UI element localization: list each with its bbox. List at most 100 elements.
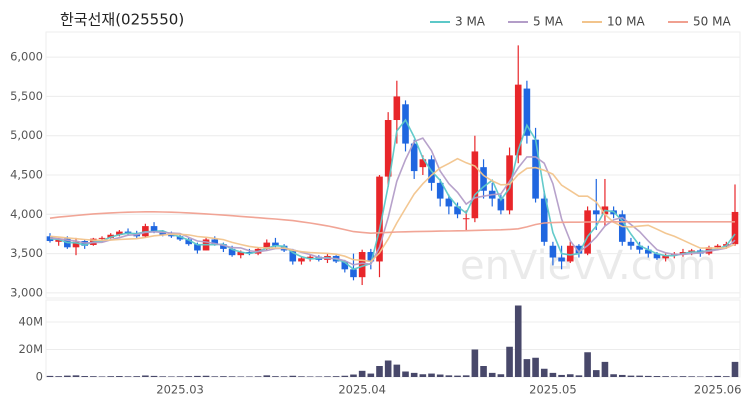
volume-bar <box>488 372 496 377</box>
volume-bar <box>697 376 704 377</box>
volume-bar <box>72 375 80 377</box>
volume-bar <box>584 352 591 377</box>
volume-bar <box>688 376 695 377</box>
candle-body <box>644 249 652 254</box>
candle-body <box>627 241 635 246</box>
candle-body <box>341 261 349 270</box>
candle-body <box>116 231 123 235</box>
volume-bar <box>280 376 288 377</box>
volume-bar <box>653 376 661 377</box>
candle-body <box>462 218 470 220</box>
volume-bar <box>618 374 626 377</box>
candle-body <box>272 242 279 246</box>
candle-body <box>419 159 427 168</box>
legend-label: 5 MA <box>533 15 564 29</box>
volume-bar <box>601 361 609 377</box>
candle-body <box>237 252 245 256</box>
y-tick-label: 20M <box>18 342 43 356</box>
volume-panel <box>45 299 741 378</box>
volume-bar <box>324 376 331 377</box>
volume-bar <box>254 376 262 377</box>
candle-body <box>72 241 80 248</box>
volume-bar <box>480 366 487 377</box>
candle-body <box>194 244 201 251</box>
volume-bar <box>194 375 201 377</box>
volume-bar <box>627 375 635 377</box>
candle-body <box>350 269 357 278</box>
candle-body <box>176 236 184 240</box>
candle-body <box>480 167 487 191</box>
candle-body <box>98 237 106 239</box>
candle-body <box>393 96 401 121</box>
candle-body <box>523 88 531 136</box>
volume-bar <box>90 376 97 377</box>
x-tick-label: 2025.04 <box>338 383 386 397</box>
legend-label: 10 MA <box>607 15 645 29</box>
candle-body <box>376 176 383 262</box>
candle-body <box>263 242 271 249</box>
volume-bar <box>306 376 314 377</box>
candle-body <box>618 214 626 242</box>
volume-bar <box>142 375 149 377</box>
legend-label: 50 MA <box>693 15 731 29</box>
volume-bar <box>506 346 513 377</box>
volume-bar <box>462 375 470 377</box>
candle-body <box>471 151 479 219</box>
volume-bar <box>107 376 114 377</box>
candle-body <box>168 234 175 237</box>
candle-body <box>436 182 444 199</box>
volume-bar <box>332 376 340 377</box>
volume-bar <box>228 376 236 377</box>
volume-bar <box>454 375 461 377</box>
candle-body <box>384 120 392 177</box>
volume-bar <box>445 375 453 377</box>
volume-bar <box>367 373 375 377</box>
candle-body <box>220 244 227 249</box>
y-tick-label: 4,000 <box>10 207 43 221</box>
volume-bar <box>592 370 600 377</box>
volume-bar <box>558 374 565 377</box>
ma-line <box>49 157 736 263</box>
volume-bar <box>168 376 175 377</box>
volume-bar <box>723 376 730 377</box>
volume-bar <box>636 375 643 377</box>
volume-bar <box>644 375 652 377</box>
volume-bar <box>237 376 245 377</box>
candle-body <box>532 139 539 199</box>
volume-bar <box>705 376 713 377</box>
volume-bar <box>523 359 531 377</box>
candle-body <box>445 198 453 207</box>
volume-bar <box>81 376 88 377</box>
volume-bar <box>298 376 305 377</box>
y-tick-label: 4,500 <box>10 168 43 182</box>
volume-bar <box>350 374 357 377</box>
y-tick-label: 6,000 <box>10 50 43 64</box>
candle-body <box>358 252 366 278</box>
volume-bar <box>714 375 721 377</box>
candle-body <box>402 104 409 144</box>
candle-body <box>367 252 375 262</box>
volume-bar <box>341 375 349 377</box>
y-tick-label: 5,500 <box>10 89 43 103</box>
candle-body <box>566 245 574 262</box>
ma-line <box>49 118 736 271</box>
candle-body <box>497 198 505 211</box>
volume-bar <box>532 357 539 377</box>
volume-bar <box>471 349 479 377</box>
candle-body <box>410 143 418 172</box>
volume-bar <box>540 368 548 377</box>
candle-body <box>506 155 513 211</box>
volume-bar <box>419 374 427 377</box>
candle-body <box>714 245 721 248</box>
candle-body <box>592 210 600 215</box>
y-tick-label: 5,000 <box>10 128 43 142</box>
x-tick-label: 2025.06 <box>694 383 742 397</box>
volume-bar <box>150 375 158 377</box>
volume-bar <box>55 376 62 377</box>
volume-bar <box>98 376 106 377</box>
legend-label: 3 MA <box>455 15 486 29</box>
candle-body <box>575 245 583 254</box>
candle-body <box>653 253 661 259</box>
volume-bar <box>116 376 123 377</box>
y-tick-label: 40M <box>18 315 43 329</box>
